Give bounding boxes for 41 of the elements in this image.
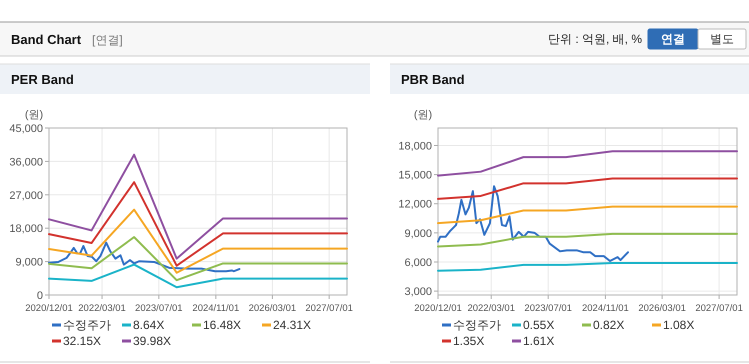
- legend-label: 0.55X: [523, 318, 554, 332]
- x-tick-label: 2022/03/01: [467, 303, 515, 314]
- legend-label: 0.82X: [593, 318, 624, 332]
- y-tick-label: 3,000: [404, 286, 432, 298]
- y-tick-label: 36,000: [9, 156, 43, 168]
- legend-label: 수정주가: [453, 318, 501, 332]
- x-tick-label: 2020/12/01: [414, 303, 462, 314]
- legend-label: 32.15X: [63, 334, 102, 348]
- x-tick-label: 2024/11/01: [582, 303, 629, 314]
- legend-label: 8.64X: [133, 318, 164, 332]
- legend-label: 16.48X: [203, 318, 242, 332]
- legend-label: 24.31X: [273, 318, 312, 332]
- legend-label: 39.98X: [133, 334, 172, 348]
- y-tick-label: 12,000: [398, 198, 432, 211]
- y-tick-label: 0: [36, 290, 43, 302]
- chart-title: PBR Band: [401, 72, 465, 87]
- x-tick-label: 2023/07/01: [524, 303, 572, 314]
- y-tick-label: 9,000: [404, 228, 432, 240]
- y-tick-label: 18,000: [9, 223, 43, 236]
- y-tick-label: 45,000: [9, 123, 43, 135]
- x-tick-label: 2027/07/01: [305, 303, 353, 314]
- y-axis-title: (원): [24, 109, 44, 121]
- x-tick-label: 2026/03/01: [638, 303, 686, 314]
- legend-label: 1.61X: [523, 334, 554, 348]
- y-tick-label: 27,000: [9, 190, 43, 202]
- legend-label: 1.08X: [663, 318, 694, 332]
- y-tick-label: 15,000: [398, 170, 432, 182]
- x-tick-label: 2024/11/01: [192, 303, 240, 314]
- y-tick-label: 6,000: [404, 256, 432, 269]
- x-tick-label: 2023/07/01: [135, 303, 183, 314]
- x-tick-label: 2020/12/01: [25, 303, 73, 314]
- chart-title: PER Band: [11, 72, 74, 87]
- y-axis-title: (원): [414, 109, 432, 121]
- x-tick-label: 2026/03/01: [248, 303, 296, 314]
- header: Band Chart [연결] 단위 : 억원, 배, % 연결 별도: [0, 22, 749, 56]
- x-tick-label: 2022/03/01: [78, 303, 126, 314]
- y-tick-label: 9,000: [15, 256, 43, 269]
- legend-label: 수정주가: [63, 318, 111, 332]
- y-tick-label: 18,000: [398, 140, 432, 152]
- x-tick-label: 2027/07/01: [695, 303, 743, 314]
- legend-label: 1.35X: [453, 334, 484, 348]
